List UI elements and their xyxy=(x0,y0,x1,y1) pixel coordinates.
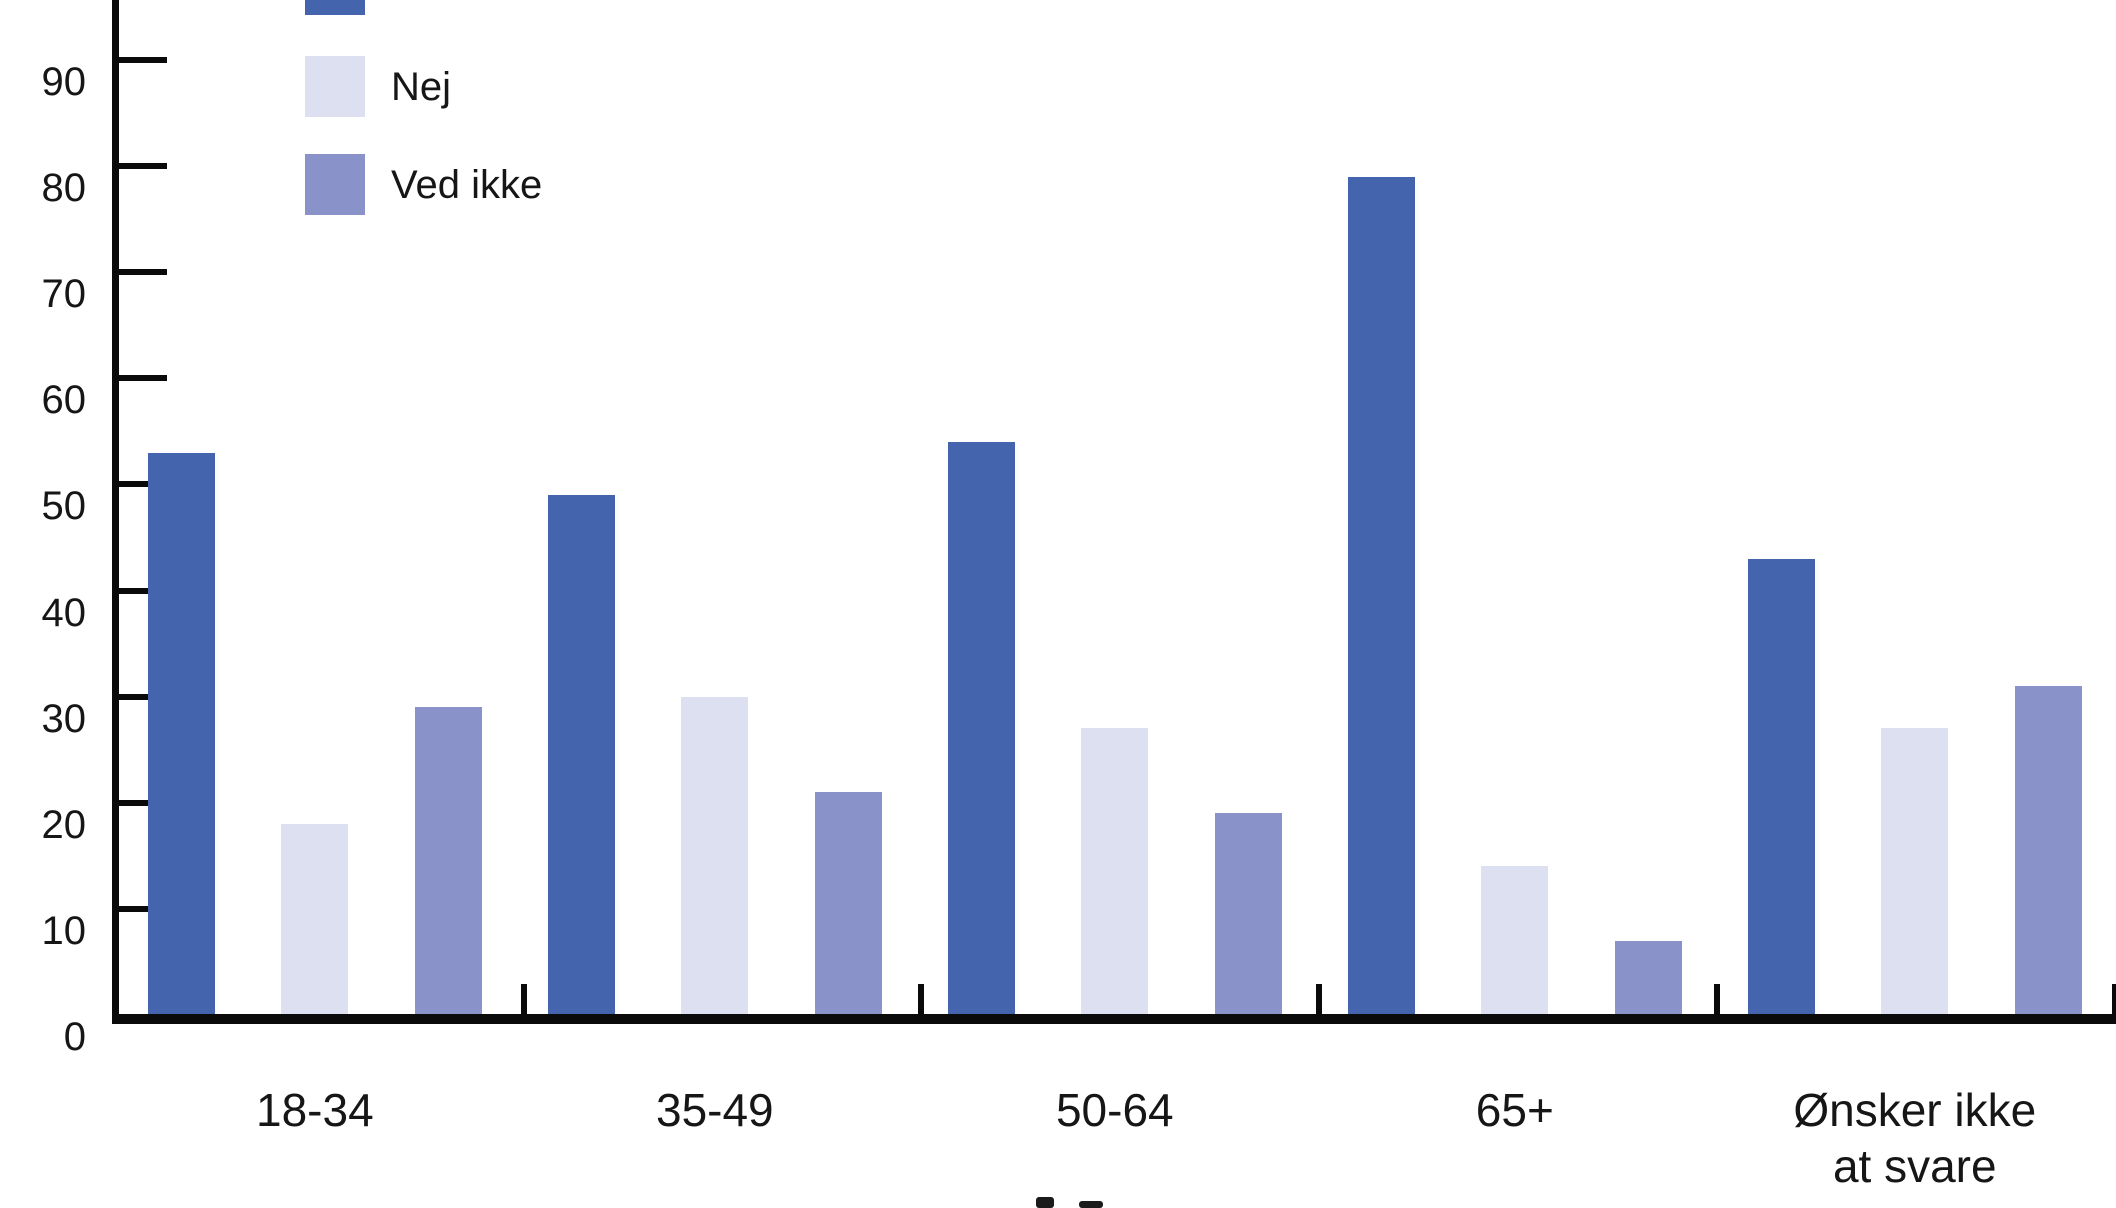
y-tick-label: 20 xyxy=(41,802,87,847)
x-axis-line xyxy=(112,1014,2116,1024)
legend-swatch-series1 xyxy=(305,0,365,15)
bar-Nej-65+ xyxy=(1481,866,1549,1014)
x-category-label-50-64: 50-64 xyxy=(1055,1084,1174,1136)
bar-Nej-18-34 xyxy=(281,823,349,1014)
bar-Ved ikke-Ønsker ikke xyxy=(2014,686,2082,1014)
bar-series1-35-49 xyxy=(547,495,615,1014)
x-category-label-18-34: 18-34 xyxy=(256,1084,374,1136)
bar-series1-18-34 xyxy=(148,452,215,1014)
bar-series1-Ønsker ikke xyxy=(1747,558,1815,1014)
x-category-label-Ønsker ikke: Ønsker ikke at svare xyxy=(1793,1084,2037,1192)
bar-Nej-50-64 xyxy=(1081,728,1149,1014)
bar-series1-50-64 xyxy=(947,441,1015,1014)
legend-label-nej: Nej xyxy=(391,64,452,109)
y-tick xyxy=(119,56,167,63)
y-tick-label: 40 xyxy=(41,590,87,635)
legend-row-nej: Nej xyxy=(305,56,451,117)
y-tick-label: 30 xyxy=(41,696,87,741)
legend-row-ved-ikke: Ved ikke xyxy=(305,154,542,215)
y-tick xyxy=(119,163,167,170)
bar-Nej-Ønsker ikke xyxy=(1881,728,1949,1014)
x-separator-tick xyxy=(520,984,527,1014)
y-tick-label: 0 xyxy=(63,1015,86,1059)
cropped-axis-title-mark xyxy=(1079,1201,1103,1208)
bar-Ved ikke-65+ xyxy=(1614,940,1682,1014)
x-separator-tick xyxy=(1714,984,1721,1014)
x-category-label-65+: 65+ xyxy=(1475,1084,1554,1136)
bar-Nej-35-49 xyxy=(681,696,749,1014)
y-tick xyxy=(119,375,167,382)
y-tick xyxy=(119,587,167,594)
bar-series1-65+ xyxy=(1347,176,1415,1014)
legend-swatch-ved-ikke xyxy=(305,154,365,215)
cropped-axis-title-mark xyxy=(1036,1197,1054,1208)
x-separator-tick xyxy=(1316,984,1323,1014)
y-tick xyxy=(119,481,167,488)
bar-Ved ikke-35-49 xyxy=(814,792,882,1014)
y-tick-label: 80 xyxy=(41,166,87,211)
legend-swatch-nej xyxy=(305,56,365,117)
x-separator-tick xyxy=(2112,984,2116,1014)
y-axis-line xyxy=(112,0,119,1024)
bar-Ved ikke-18-34 xyxy=(414,707,482,1014)
legend-row-cut-off xyxy=(305,0,365,15)
x-category-label-35-49: 35-49 xyxy=(655,1084,774,1136)
x-separator-tick xyxy=(918,984,925,1014)
y-tick-label: 70 xyxy=(41,272,87,317)
bar-Ved ikke-50-64 xyxy=(1214,813,1282,1014)
y-tick xyxy=(119,693,167,700)
y-tick xyxy=(119,799,167,806)
y-tick-label: 10 xyxy=(41,908,87,953)
legend-label-ved-ikke: Ved ikke xyxy=(391,162,543,207)
y-tick-label: 50 xyxy=(41,484,87,529)
y-tick xyxy=(119,905,167,912)
y-tick xyxy=(119,269,167,276)
y-tick-label: 60 xyxy=(41,378,87,423)
y-tick-label: 90 xyxy=(41,59,87,104)
